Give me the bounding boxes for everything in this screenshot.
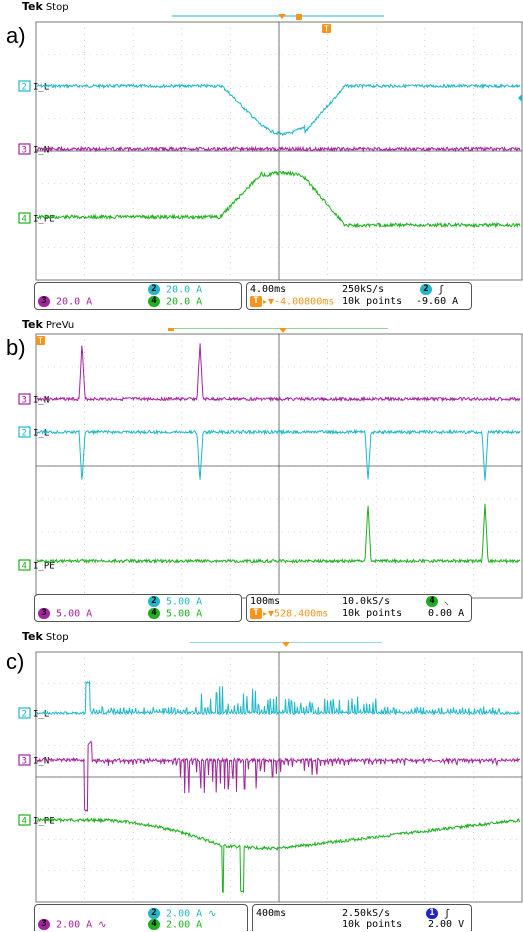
channel-number: 2 [22,710,27,720]
ch2-scale: 2 2.00 A ∿ [148,908,217,921]
channel-name: I_PE [33,215,55,225]
channel-marker [18,212,31,224]
channel-name: I_N [33,146,49,156]
scope-panel-c: Tek Stop c) 2 I_L 3 I_N 4 I_PE 2 2.00 A ∿ 3 2.… [0,628,523,932]
waveform-display: T3 I_N2 I_L4 I_PE [18,328,523,599]
trigger-level: 2.00 V [428,919,465,930]
sample-rate: 10.0kS/s [342,596,391,607]
timebase: 100ms [250,596,281,607]
trigger-level: 0.00 A [428,608,465,619]
channel-number: 3 [22,146,27,156]
channel-number: 2 [22,83,27,93]
record-length: 10k points [342,296,403,307]
trigger-glyph: T [38,337,43,346]
channel-number: 4 [22,817,27,827]
ch2-trace [36,680,521,717]
panel-label: b) [6,335,26,360]
timebase-box [246,282,472,310]
trigger-source: 1 ʃ [426,908,450,921]
timebase: 400ms [256,908,287,919]
panel-label: c) [6,649,25,674]
ch2-trace [36,82,521,137]
trigger-pos-marker [168,328,174,331]
trigger-source: 4 ⸜ [426,596,449,609]
scale-box [34,594,242,622]
trigger-pos-marker [296,14,302,20]
ch4-trace [36,169,521,229]
channel-number: 4 [22,215,27,225]
timebase: 4.00ms [250,284,287,295]
channel-number: 3 [22,757,27,767]
sample-rate: 2.50kS/s [342,908,391,919]
channel-number: 3 [22,396,27,406]
ch4-scale: 4 20.0 A [148,296,202,309]
horizontal-delay: T ▸▼-4.00800ms [250,296,334,309]
record-length: 10k points [342,919,403,930]
ch3-trace [36,343,521,403]
sample-rate: 250kS/s [342,284,385,295]
scale-box [34,904,248,931]
channel-number: 2 [22,429,27,439]
trigger-marker [322,24,331,33]
ch3-trace [36,145,521,153]
ch4-trace [36,503,521,565]
record-length: 10k points [342,608,403,619]
waveform-display: 2 I_L 3 I_N 4 I_PE [18,642,523,903]
channel-marker [18,754,31,766]
channel-marker [18,80,31,92]
ch3-scale: 3 20.0 A [38,296,92,309]
ch4-trace [36,817,521,894]
ch2-trace [36,428,521,481]
horizontal-position-pointer [278,14,286,19]
horizontal-position-pointer [282,642,290,647]
ch3-trace [36,740,521,812]
ch4-scale: 4 5.00 A [148,608,202,621]
channel-marker [18,143,31,155]
trigger-source: 2 ʃ [420,284,444,297]
ch2-scale: 2 20.0 A [148,284,202,297]
ch4-scale: 4 2.00 A [148,919,202,932]
channel-name: I_N [33,757,49,767]
scope-panel-a: Tek Stop a) T 2 I_L 3 I_N 4 I_PE 2 20.0 A 3 20.… [0,0,523,312]
channel-marker [18,814,31,826]
ch3-scale: 3 5.00 A [38,608,92,621]
waveform-display: T 2 I_L 3 I_N 4 I_PE [18,14,523,281]
channel-marker [18,426,31,438]
channel-name: I_L [33,83,49,93]
ch3-scale: 3 2.00 A ∿ [38,919,107,932]
channel-name: I_L [33,710,49,720]
channel-name: I_PE [33,817,55,827]
trigger-marker [36,336,45,345]
trigger-level: -9.60 A [416,296,459,307]
scope-status: Tek PreVu [22,318,75,331]
channel-marker [18,393,31,405]
channel-name: I_PE [33,562,55,572]
trigger-glyph: T [324,25,329,34]
horizontal-position-pointer [279,328,287,333]
scope-panel-b: Tek PreVu b) T 3 I_N 2 I_L 4 I_PE 2 5.00 A 3 5.… [0,318,523,624]
panel-label: a) [6,23,26,48]
trigger-level-marker [518,94,522,102]
ch2-scale: 2 5.00 A [148,596,202,609]
channel-number: 4 [22,562,27,572]
horizontal-delay: T ▸▼528.400ms [250,608,328,621]
scope-status: Tek Stop [22,0,69,13]
scope-status: Tek Stop [22,630,69,643]
scale-box [34,282,242,310]
channel-marker [18,559,31,571]
channel-name: I_L [33,429,49,439]
channel-marker [18,707,31,719]
